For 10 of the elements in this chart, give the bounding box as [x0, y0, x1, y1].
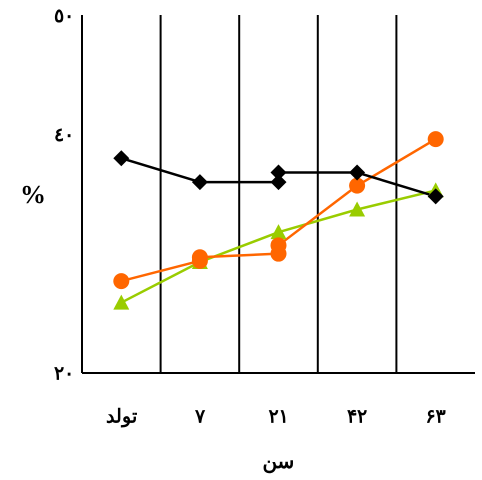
y-tick-label: ٥٠ — [54, 6, 74, 27]
y-tick-label: ٢٠ — [54, 364, 74, 385]
x-tick-label: ٧ — [194, 406, 206, 428]
y-tick-label: ٤٠ — [54, 125, 74, 146]
x-tick-label: ۴٢ — [347, 406, 368, 428]
x-axis-title: سن — [262, 451, 294, 474]
y-axis-title: % — [20, 180, 46, 210]
x-tick-label: ۶٣ — [426, 406, 447, 428]
x-tick-label: تولد — [106, 406, 137, 428]
x-tick-label: ٢١ — [268, 406, 288, 428]
